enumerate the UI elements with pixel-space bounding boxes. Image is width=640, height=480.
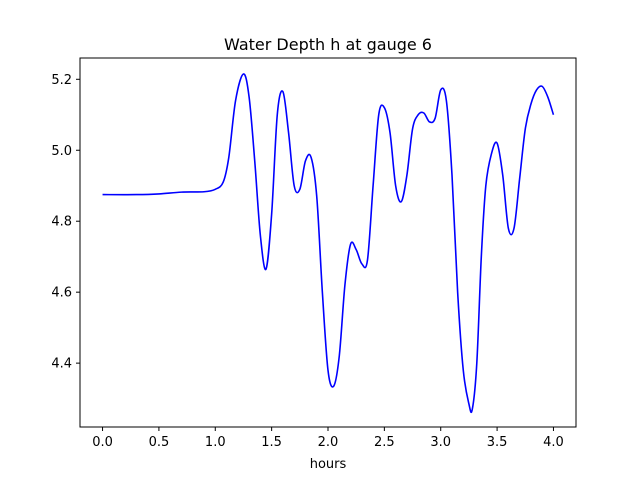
x-tick-label: 1.5 xyxy=(261,435,282,450)
x-tick-label: 4.0 xyxy=(543,435,564,450)
x-axis: 0.0 0.5 1.0 1.5 2.0 2.5 3.0 3.5 4.0 xyxy=(92,427,564,450)
x-tick-label: 0.5 xyxy=(149,435,170,450)
y-tick-label: 4.4 xyxy=(51,357,72,372)
series-line xyxy=(102,73,555,414)
y-axis: 4.4 4.6 4.8 5.0 5.2 xyxy=(51,73,80,372)
x-tick-label: 3.0 xyxy=(430,435,451,450)
x-tick-label: 3.5 xyxy=(487,435,508,450)
chart-title: Water Depth h at gauge 6 xyxy=(224,35,432,54)
x-tick-label: 2.0 xyxy=(318,435,339,450)
y-tick-label: 5.0 xyxy=(51,144,72,159)
series-layer xyxy=(102,73,555,414)
y-tick-label: 4.6 xyxy=(51,286,72,301)
x-tick-label: 0.0 xyxy=(92,435,113,450)
x-tick-label: 2.5 xyxy=(374,435,395,450)
y-tick-label: 4.8 xyxy=(51,215,72,230)
y-tick-label: 5.2 xyxy=(51,73,72,88)
x-tick-label: 1.0 xyxy=(205,435,226,450)
x-axis-label: hours xyxy=(310,457,347,472)
